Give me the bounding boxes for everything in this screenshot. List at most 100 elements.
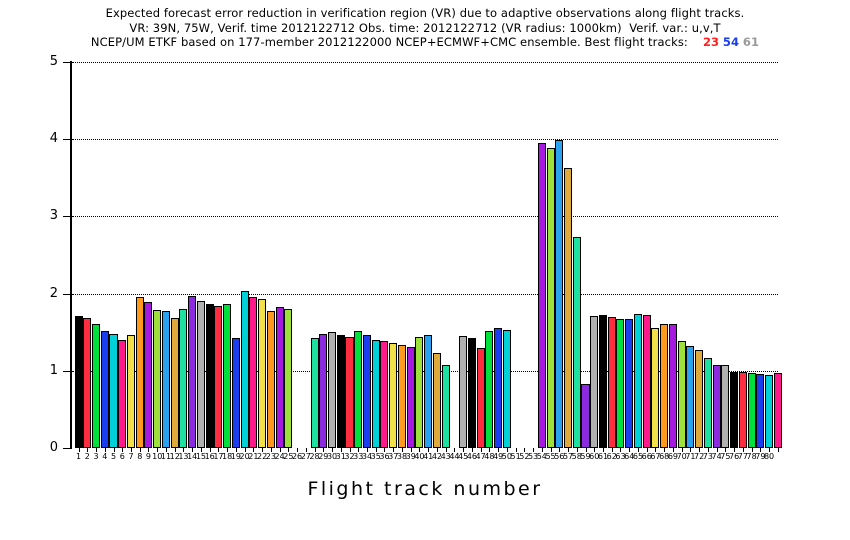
bar-track-49 [494,328,503,448]
x-tick-label-34: 34 [361,452,373,461]
bar-track-35 [371,339,380,448]
x-tick-72 [699,448,701,452]
x-tick-label-58: 58 [571,452,582,461]
x-tick-label-8: 8 [137,452,143,461]
bar-track-30 [328,332,337,448]
x-tick-label-63: 63 [615,452,626,461]
y-tick-label-1: 1 [49,362,58,378]
x-tick-label-42: 42 [431,452,443,461]
x-tick-label-40: 40 [414,452,425,461]
x-tick-60 [594,448,596,452]
bar-track-33 [354,330,363,448]
bar-track-40 [415,336,424,448]
bar-track-19 [231,337,240,448]
x-tick-54 [541,448,543,452]
bar-track-78 [747,373,756,448]
x-tick-label-44: 44 [449,452,460,461]
x-tick-label-56: 56 [554,452,565,461]
x-tick-47 [480,448,482,452]
bar-track-13 [179,309,188,448]
x-tick-undefined [777,448,779,452]
x-tick-label-7: 7 [128,452,134,461]
x-tick-26 [297,448,299,452]
chart-title-block: Expected forecast error reduction in ver… [0,6,850,50]
bar-track-61 [598,315,607,448]
x-tick-79 [760,448,762,452]
x-tick-label-55: 55 [545,452,556,461]
x-tick-4 [104,448,106,452]
x-tick-68 [664,448,666,452]
x-tick-label-13: 13 [178,452,189,461]
bar-track-32 [345,336,354,448]
bar-track-56 [555,139,564,448]
x-tick-16 [209,448,211,452]
y-tick-label-2: 2 [49,285,58,301]
x-tick-label-18: 18 [222,452,233,461]
bar-track-59 [581,383,590,448]
plot-area [72,62,782,448]
x-tick-35 [375,448,377,452]
x-tick-label-78: 78 [746,452,757,461]
x-tick-27 [305,448,307,452]
y-tick-label-4: 4 [49,131,58,147]
bar-track-7 [126,335,135,448]
bar-track-46 [467,338,476,448]
y-tick-2 [63,293,72,295]
x-tick-label-25: 25 [283,452,294,461]
x-tick-label-72: 72 [694,452,705,461]
bar-track-34 [362,335,371,448]
bar-track-74 [712,364,721,448]
x-tick-45 [463,448,465,452]
bar-track-76 [730,371,739,448]
x-tick-8 [139,448,141,452]
x-tick-11 [165,448,167,452]
x-tick-label-12: 12 [169,452,180,461]
x-tick-21 [253,448,255,452]
x-tick-label-33: 33 [353,452,364,461]
bar-track-12 [170,317,179,448]
bar-track-16 [205,304,214,448]
x-tick-label-54: 54 [536,452,547,461]
bar-track-36 [380,341,389,448]
x-tick-44 [454,448,456,452]
gridline-3 [72,216,778,218]
x-tick-66 [646,448,648,452]
bar-track-68 [660,323,669,448]
x-tick-label-2: 2 [84,452,90,461]
bar-track-14 [188,295,197,448]
x-tick-label-66: 66 [641,452,652,461]
x-tick-label-77: 77 [737,452,748,461]
x-tick-25 [288,448,290,452]
x-tick-43 [445,448,447,452]
x-tick-37 [393,448,395,452]
bar-track-4 [100,330,109,448]
x-axis-title: Flight track number [307,478,543,500]
bar-track-80 [765,374,774,448]
x-tick-label-20: 20 [239,452,250,461]
x-tick-62 [611,448,613,452]
x-tick-6 [122,448,124,452]
x-tick-36 [384,448,386,452]
x-tick-42 [436,448,438,452]
x-tick-label-30: 30 [326,452,338,461]
bar-track-3 [92,324,101,448]
x-tick-label-22: 22 [257,452,268,461]
x-tick-46 [471,448,473,452]
x-tick-22 [262,448,264,452]
bar-track-9 [144,302,153,448]
x-tick-label-4: 4 [102,452,108,461]
bar-track-10 [153,309,162,448]
x-tick-74 [716,448,718,452]
bar-track-24 [275,306,284,448]
x-tick-label-15: 15 [195,452,207,461]
bar-track-39 [406,346,415,448]
x-tick-label-73: 73 [702,452,713,461]
title-line-3-prefix: NCEP/UM ETKF based on 177-member 2012122… [90,35,688,49]
y-tick-3 [63,216,72,218]
x-tick-label-29: 29 [318,452,329,461]
x-tick-2 [87,448,89,452]
x-tick-label-38: 38 [396,452,408,461]
x-tick-29 [323,448,325,452]
x-tick-49 [498,448,500,452]
x-tick-label-47: 47 [475,452,486,461]
